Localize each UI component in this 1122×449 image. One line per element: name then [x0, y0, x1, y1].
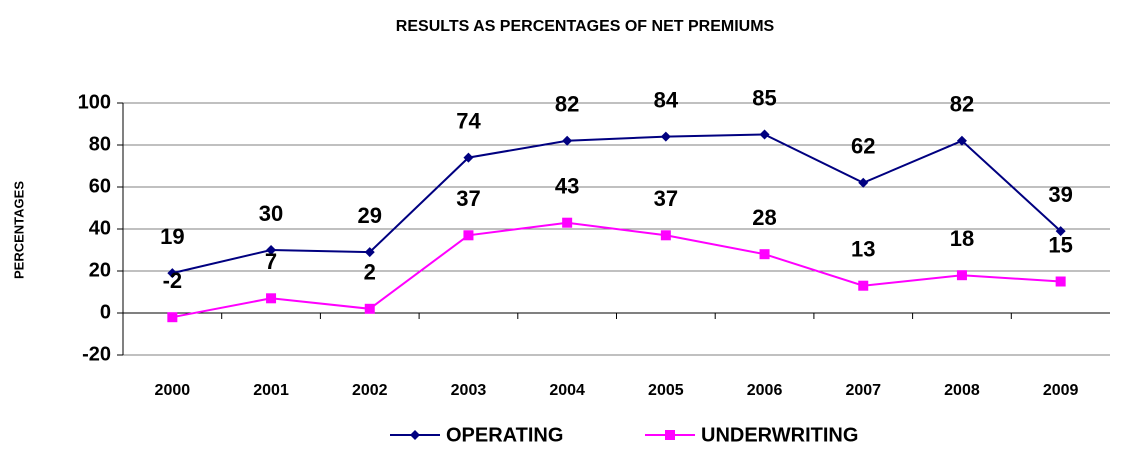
- point: [266, 293, 277, 304]
- x-tick-label: 2002: [352, 382, 388, 399]
- legend-marker: [665, 430, 675, 440]
- y-tick-label: 60: [89, 175, 111, 197]
- point: [660, 230, 671, 241]
- y-tick-label: 100: [78, 91, 111, 113]
- x-tick-label: 2008: [944, 382, 980, 399]
- legend-marker: [410, 430, 420, 440]
- x-tick-label: 2001: [253, 382, 289, 399]
- data-label: 30: [259, 201, 283, 226]
- point: [1055, 276, 1066, 287]
- point: [167, 268, 178, 279]
- y-tick-label: -20: [82, 343, 111, 365]
- y-axis-label: PERCENTAGES: [11, 181, 26, 279]
- point: [956, 135, 967, 146]
- data-label: 19: [160, 224, 184, 249]
- point: [660, 131, 671, 142]
- data-label: 37: [654, 186, 678, 211]
- data-label: 2: [364, 260, 376, 285]
- x-tick-label: 2005: [648, 382, 684, 399]
- point: [463, 230, 474, 241]
- point: [364, 247, 375, 258]
- point: [858, 280, 869, 291]
- data-label: -2: [163, 268, 183, 293]
- series-line: [172, 221, 1061, 319]
- y-tick-label: 40: [89, 217, 111, 239]
- data-label: 37: [456, 186, 480, 211]
- data-label: 29: [358, 203, 382, 228]
- data-label: 15: [1048, 232, 1072, 257]
- x-tick-label: 2007: [845, 382, 881, 399]
- data-label: 82: [950, 92, 974, 117]
- point: [562, 135, 573, 146]
- data-label: 13: [851, 237, 875, 262]
- point: [759, 129, 770, 140]
- data-label: 82: [555, 92, 579, 117]
- point: [167, 312, 178, 323]
- data-label: 7: [265, 249, 277, 274]
- point: [956, 270, 967, 281]
- point: [759, 249, 770, 260]
- x-tick-label: 2004: [549, 382, 585, 399]
- legend-label: UNDERWRITING: [701, 424, 858, 446]
- data-label: 84: [654, 87, 679, 112]
- data-label: 62: [851, 134, 875, 159]
- data-label: 18: [950, 226, 974, 251]
- data-label: 39: [1048, 182, 1072, 207]
- x-tick-label: 2000: [155, 382, 191, 399]
- legend-label: OPERATING: [446, 424, 563, 446]
- y-tick-label: 80: [89, 133, 111, 155]
- data-label: 85: [752, 85, 776, 110]
- point: [266, 245, 277, 255]
- point: [562, 217, 573, 228]
- x-tick-label: 2003: [451, 382, 487, 399]
- data-label: 43: [555, 174, 579, 199]
- data-label: 28: [752, 205, 776, 230]
- y-tick-label: 0: [100, 301, 111, 323]
- point: [364, 303, 375, 314]
- x-tick-label: 2006: [747, 382, 783, 399]
- y-tick-label: 20: [89, 259, 111, 281]
- point: [858, 177, 869, 188]
- point: [463, 152, 474, 163]
- point: [1055, 226, 1066, 237]
- chart-title: RESULTS AS PERCENTAGES OF NET PREMIUMS: [396, 18, 775, 35]
- x-tick-label: 2009: [1043, 382, 1079, 399]
- series-line: [172, 133, 1062, 275]
- data-label: 74: [456, 108, 481, 133]
